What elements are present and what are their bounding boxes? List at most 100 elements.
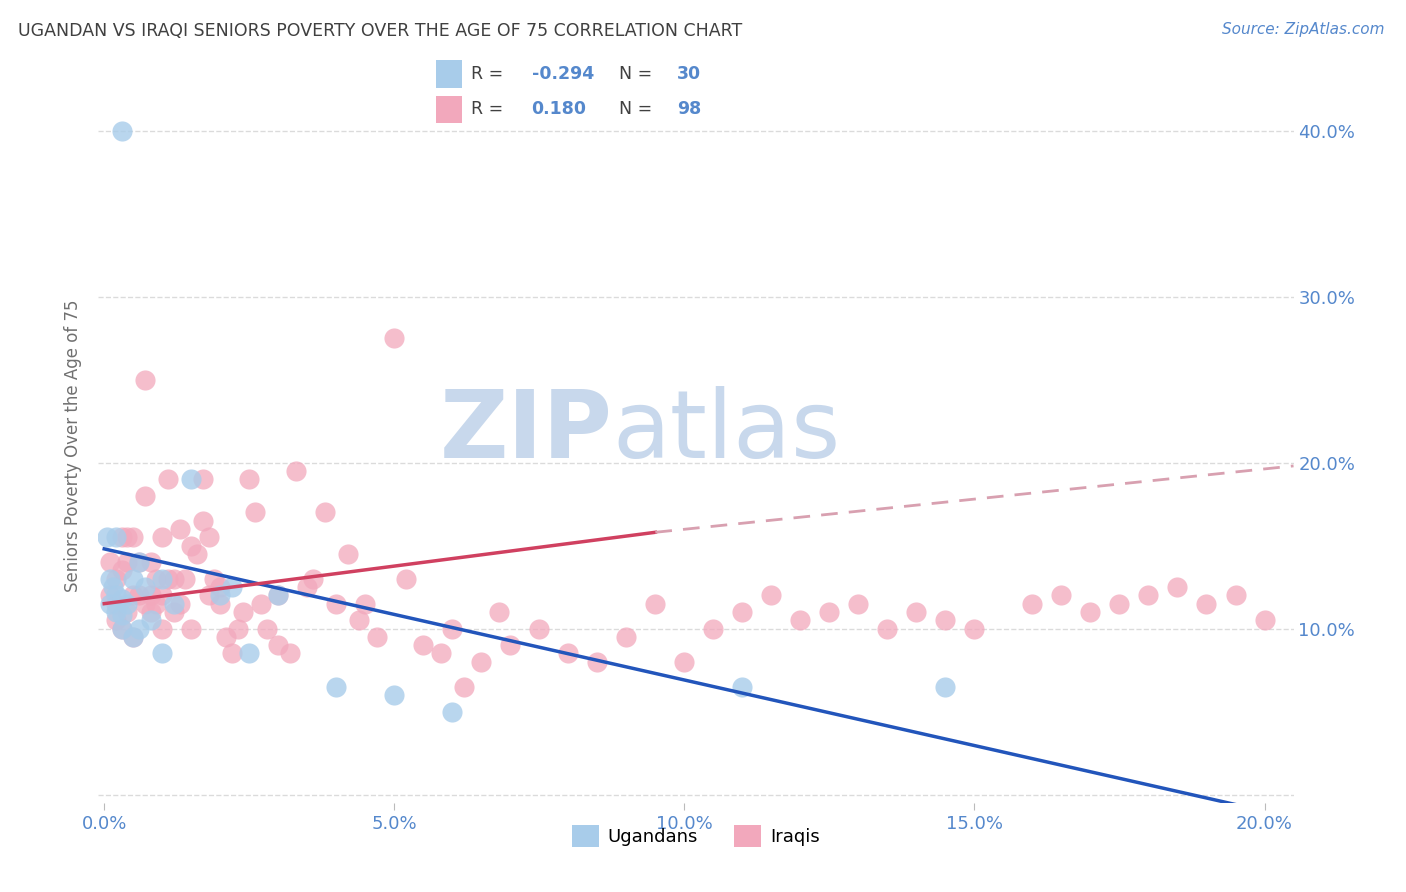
- Point: [702, 622, 724, 636]
- Point: [191, 514, 214, 528]
- Text: N =: N =: [619, 65, 658, 83]
- Point: [354, 597, 377, 611]
- Point: [204, 572, 226, 586]
- Point: [412, 638, 434, 652]
- Point: [98, 572, 121, 586]
- Point: [180, 539, 202, 553]
- Point: [150, 530, 173, 544]
- Text: ZIP: ZIP: [440, 385, 613, 478]
- Point: [488, 605, 510, 619]
- Point: [104, 597, 127, 611]
- Point: [215, 630, 238, 644]
- Text: -0.294: -0.294: [531, 65, 593, 83]
- Point: [98, 588, 121, 602]
- Point: [243, 505, 266, 519]
- Point: [586, 655, 609, 669]
- Point: [122, 630, 145, 644]
- Point: [111, 591, 134, 606]
- Point: [139, 588, 162, 602]
- Point: [1021, 597, 1043, 611]
- Point: [134, 489, 156, 503]
- Point: [441, 705, 464, 719]
- Point: [250, 597, 273, 611]
- Point: [111, 622, 134, 636]
- Point: [169, 597, 191, 611]
- Point: [789, 613, 811, 627]
- Point: [104, 613, 127, 627]
- Point: [139, 613, 162, 627]
- Point: [150, 572, 173, 586]
- Point: [128, 555, 150, 569]
- Point: [186, 547, 208, 561]
- Point: [470, 655, 492, 669]
- FancyBboxPatch shape: [436, 96, 463, 123]
- Point: [963, 622, 986, 636]
- Point: [157, 572, 180, 586]
- Point: [197, 588, 219, 602]
- Point: [150, 588, 173, 602]
- Point: [163, 572, 186, 586]
- Point: [382, 688, 405, 702]
- Point: [104, 605, 127, 619]
- Point: [349, 613, 371, 627]
- Point: [644, 597, 666, 611]
- Text: 30: 30: [676, 65, 700, 83]
- Point: [934, 613, 956, 627]
- Point: [128, 588, 150, 602]
- Point: [117, 555, 139, 569]
- Point: [117, 597, 139, 611]
- Point: [1108, 597, 1130, 611]
- Point: [145, 597, 167, 611]
- Point: [325, 597, 347, 611]
- Point: [209, 580, 232, 594]
- Point: [150, 622, 173, 636]
- Point: [1195, 597, 1218, 611]
- Text: 98: 98: [676, 100, 702, 118]
- Point: [848, 597, 870, 611]
- Point: [1050, 588, 1073, 602]
- Point: [557, 647, 579, 661]
- Point: [134, 597, 156, 611]
- Point: [122, 630, 145, 644]
- Point: [336, 547, 359, 561]
- Point: [96, 530, 118, 544]
- Text: 0.180: 0.180: [531, 100, 586, 118]
- Point: [209, 588, 232, 602]
- Point: [111, 564, 134, 578]
- Point: [302, 572, 325, 586]
- Point: [122, 588, 145, 602]
- FancyBboxPatch shape: [436, 61, 463, 87]
- Point: [226, 622, 249, 636]
- Point: [238, 472, 260, 486]
- Point: [221, 647, 243, 661]
- Point: [145, 572, 167, 586]
- Point: [232, 605, 254, 619]
- Point: [614, 630, 637, 644]
- Point: [366, 630, 388, 644]
- Point: [284, 464, 307, 478]
- Point: [395, 572, 418, 586]
- Point: [905, 605, 928, 619]
- Point: [98, 555, 121, 569]
- Point: [238, 647, 260, 661]
- Legend: Ugandans, Iraqis: Ugandans, Iraqis: [565, 818, 827, 855]
- Point: [934, 680, 956, 694]
- Point: [174, 572, 197, 586]
- Point: [111, 622, 134, 636]
- Text: UGANDAN VS IRAQI SENIORS POVERTY OVER THE AGE OF 75 CORRELATION CHART: UGANDAN VS IRAQI SENIORS POVERTY OVER TH…: [18, 22, 742, 40]
- Point: [111, 608, 134, 623]
- Point: [197, 530, 219, 544]
- Point: [122, 530, 145, 544]
- Point: [117, 530, 139, 544]
- Point: [180, 622, 202, 636]
- Text: N =: N =: [619, 100, 658, 118]
- Point: [267, 588, 290, 602]
- Point: [134, 580, 156, 594]
- Point: [117, 605, 139, 619]
- Point: [122, 572, 145, 586]
- Point: [139, 605, 162, 619]
- Text: R =: R =: [471, 100, 509, 118]
- Point: [98, 597, 121, 611]
- Point: [128, 555, 150, 569]
- Point: [297, 580, 319, 594]
